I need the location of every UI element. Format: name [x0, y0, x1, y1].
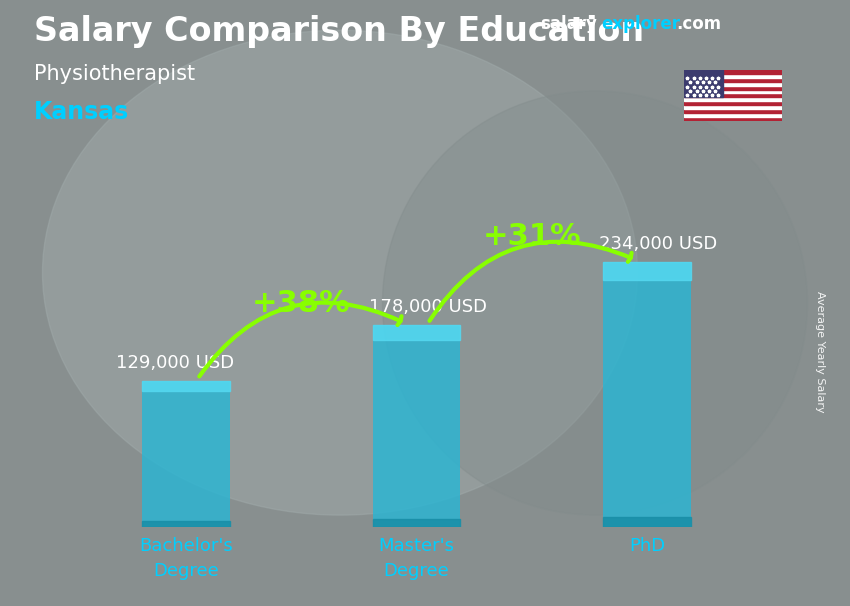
Bar [603, 262, 690, 281]
Bar [684, 93, 782, 98]
Bar [684, 70, 723, 98]
Text: 234,000 USD: 234,000 USD [599, 235, 717, 253]
Bar [684, 113, 782, 117]
Bar [684, 109, 782, 113]
Bar [684, 101, 782, 105]
Bar [373, 325, 460, 527]
Text: Physiotherapist: Physiotherapist [34, 64, 196, 84]
Text: 129,000 USD: 129,000 USD [116, 354, 234, 372]
Bar [684, 82, 782, 85]
Bar [684, 117, 782, 121]
Bar [143, 521, 230, 527]
Bar [684, 78, 782, 82]
Text: 178,000 USD: 178,000 USD [369, 298, 487, 316]
Bar [603, 516, 690, 527]
Text: .com: .com [677, 15, 722, 33]
Bar [603, 262, 690, 527]
Text: +31%: +31% [482, 222, 581, 251]
Bar [373, 325, 460, 339]
Text: explorer: explorer [601, 15, 680, 33]
Bar [684, 85, 782, 90]
Text: salary: salary [540, 15, 597, 33]
Bar [684, 105, 782, 109]
Bar [684, 98, 782, 101]
Ellipse shape [42, 30, 638, 515]
Ellipse shape [382, 91, 808, 515]
Text: Average Yearly Salary: Average Yearly Salary [815, 291, 825, 412]
Bar [143, 381, 230, 391]
Text: Salary Comparison By Education: Salary Comparison By Education [34, 15, 644, 48]
Bar [684, 70, 782, 74]
Text: Kansas: Kansas [34, 100, 129, 124]
Text: +38%: +38% [252, 289, 351, 318]
Bar [684, 90, 782, 93]
Bar [684, 74, 782, 78]
Bar [373, 519, 460, 527]
Bar [143, 381, 230, 527]
